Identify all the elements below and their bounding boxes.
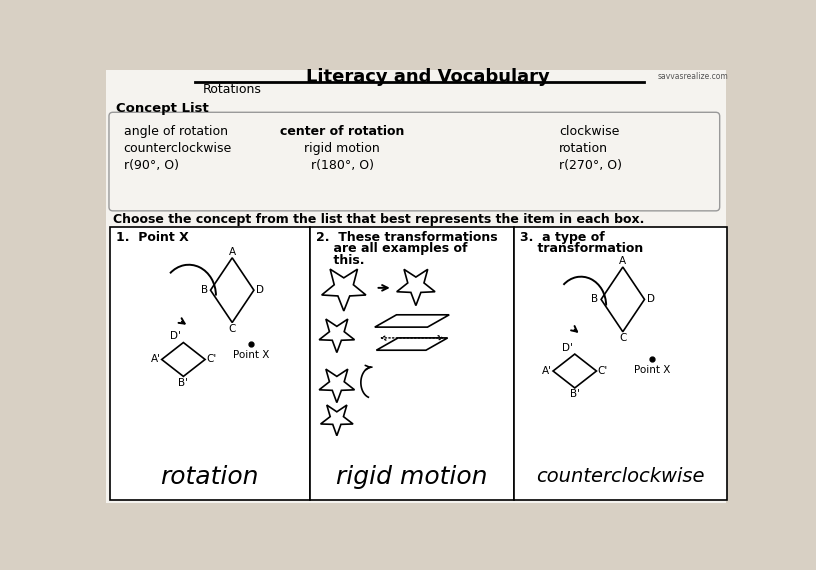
Text: rigid motion: rigid motion [304, 142, 380, 155]
Text: D: D [647, 294, 654, 304]
Text: counterclockwise: counterclockwise [536, 467, 705, 486]
Text: D': D' [171, 331, 181, 341]
Text: A: A [228, 247, 236, 256]
Text: D: D [256, 285, 264, 295]
Text: transformation: transformation [521, 242, 644, 255]
Text: C': C' [597, 366, 608, 376]
Text: rotation: rotation [559, 142, 608, 155]
Text: Literacy and Vocabulary: Literacy and Vocabulary [306, 68, 549, 86]
Text: rigid motion: rigid motion [336, 465, 488, 488]
Text: A': A' [542, 366, 552, 376]
Text: 3.  a type of: 3. a type of [521, 230, 605, 243]
Text: clockwise: clockwise [559, 125, 619, 138]
Text: Point X: Point X [634, 365, 671, 375]
FancyBboxPatch shape [106, 70, 726, 503]
Text: savvasrealize.com: savvasrealize.com [658, 72, 728, 82]
Text: r(180°, O): r(180°, O) [311, 159, 374, 172]
Text: C': C' [206, 355, 216, 364]
FancyBboxPatch shape [109, 112, 720, 211]
Text: B': B' [179, 377, 188, 388]
Text: counterclockwise: counterclockwise [124, 142, 232, 155]
Text: r(90°, O): r(90°, O) [124, 159, 179, 172]
Text: D': D' [561, 343, 573, 353]
Text: this.: this. [316, 254, 365, 267]
Text: B: B [592, 294, 598, 304]
Bar [310, 227, 514, 499]
Text: Concept List: Concept List [116, 102, 209, 115]
Text: rotation: rotation [161, 465, 259, 488]
Text: center of rotation: center of rotation [280, 125, 405, 138]
Bar [109, 227, 310, 499]
Text: A': A' [150, 355, 161, 364]
Text: C: C [619, 333, 627, 343]
Text: angle of rotation: angle of rotation [124, 125, 228, 138]
Text: B': B' [570, 389, 579, 399]
Text: r(270°, O): r(270°, O) [559, 159, 623, 172]
Text: C: C [228, 324, 236, 333]
Text: A: A [619, 256, 627, 266]
Text: are all examples of: are all examples of [316, 242, 468, 255]
Text: Choose the concept from the list that best represents the item in each box.: Choose the concept from the list that be… [113, 213, 644, 226]
Text: 1.  Point X: 1. Point X [116, 231, 188, 245]
Text: 2.  These transformations: 2. These transformations [316, 230, 498, 243]
Text: B: B [201, 285, 208, 295]
Text: Rotations: Rotations [202, 83, 262, 96]
Text: Point X: Point X [233, 350, 269, 360]
Bar [514, 227, 727, 499]
